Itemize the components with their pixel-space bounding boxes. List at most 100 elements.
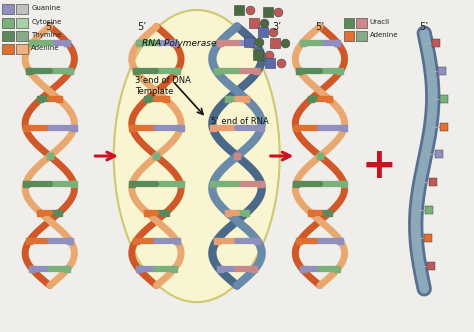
Point [128,125,136,130]
Bar [344,31,354,41]
Point [216,267,223,272]
Point [132,238,140,244]
Point [251,267,258,272]
Point [162,210,170,215]
Text: 5’: 5’ [315,22,325,32]
Point [326,210,333,215]
Text: Adenine: Adenine [31,45,60,51]
Point [177,125,184,130]
Point [265,52,273,57]
Point [255,52,262,57]
Point [427,263,434,268]
Point [260,21,268,26]
Point [425,207,432,212]
Bar [16,31,28,41]
Point [236,7,243,13]
Point [435,152,443,157]
Point [36,210,44,215]
Point [255,39,263,44]
Text: 3’: 3’ [273,22,282,32]
Point [173,238,181,244]
Bar [2,18,14,28]
Point [143,97,151,102]
Bar [16,44,28,54]
Point [213,68,220,74]
Point [209,125,217,130]
Bar [16,4,28,14]
Point [266,60,274,66]
Point [36,97,44,102]
Point [64,40,71,45]
Bar [344,18,354,28]
Point [128,182,136,187]
Bar [356,31,367,41]
Point [46,153,54,159]
Point [216,40,223,45]
Point [307,97,314,102]
Point [153,153,160,159]
Point [177,182,184,187]
Point [432,41,440,46]
Point [224,210,231,215]
Point [26,68,33,74]
Point [251,40,258,45]
Point [424,235,431,240]
Point [22,125,29,130]
Point [28,40,36,45]
Point [70,125,78,130]
Point [246,7,254,13]
Point [299,267,306,272]
Point [316,153,324,159]
Point [162,97,170,102]
Point [334,40,341,45]
Text: 5’: 5’ [137,22,147,32]
Point [132,68,140,74]
Point [209,182,217,187]
Point [66,68,74,74]
Point [296,238,303,244]
Bar [2,44,14,54]
Point [438,68,446,74]
Point [254,68,261,74]
Point [233,153,241,159]
Point [441,96,448,101]
Text: 3’end of DNA
Template: 3’end of DNA Template [135,76,191,96]
Point [66,238,74,244]
Point [254,238,261,244]
Point [337,238,344,244]
Point [26,238,33,244]
Point [307,210,314,215]
Point [264,9,272,14]
Bar [2,31,14,41]
Point [243,97,250,102]
Point [340,125,348,130]
Point [340,182,348,187]
Bar [356,18,367,28]
Point [55,210,63,215]
Text: Uracil: Uracil [370,19,390,25]
Point [135,267,143,272]
Point [292,125,300,130]
Point [296,68,303,74]
Point [282,41,289,46]
Point [316,153,324,159]
Point [245,39,253,44]
Text: Guanine: Guanine [31,5,61,11]
Text: Adenine: Adenine [370,32,398,38]
Point [292,182,300,187]
Text: 5’: 5’ [419,22,429,32]
Point [224,97,231,102]
Point [243,210,250,215]
Point [257,182,265,187]
Point [337,68,344,74]
Point [250,21,257,26]
Point [173,68,181,74]
Point [270,29,277,34]
Text: Cytosine: Cytosine [31,19,62,25]
Point [259,29,267,34]
Text: Thymine: Thymine [31,32,62,38]
Point [334,267,341,272]
Text: RNA Polymerase: RNA Polymerase [142,39,217,48]
Text: 5’: 5’ [45,22,55,32]
Text: +: + [362,145,397,187]
